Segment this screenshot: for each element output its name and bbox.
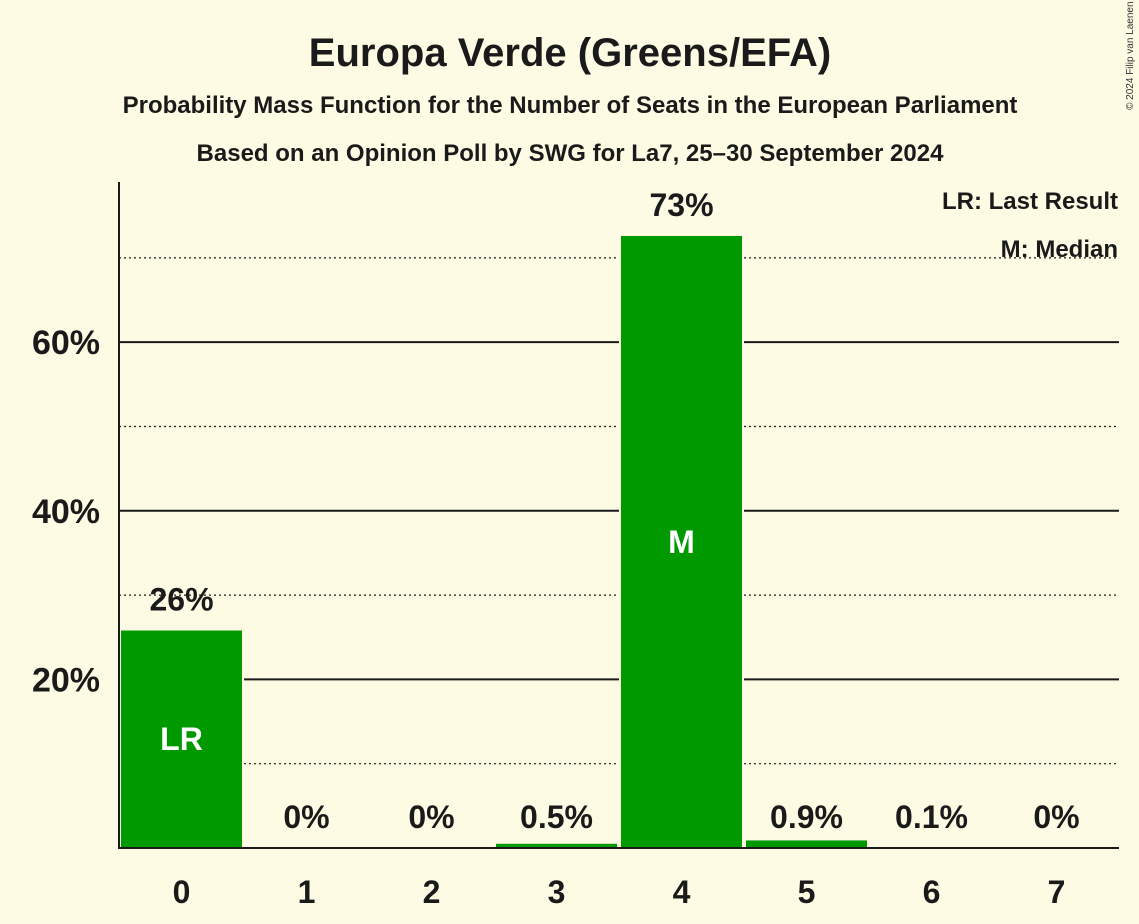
bar-seats-0 — [121, 630, 242, 848]
value-label-3: 0.5% — [520, 799, 593, 835]
y-tick-20: 20% — [32, 661, 100, 699]
value-label-7: 0% — [1033, 799, 1079, 835]
value-label-5: 0.9% — [770, 799, 843, 835]
chart-subtitle: Probability Mass Function for the Number… — [123, 92, 1018, 119]
value-label-1: 0% — [283, 799, 329, 835]
chart-source: Based on an Opinion Poll by SWG for La7,… — [197, 140, 945, 167]
copyright-notice: © 2024 Filip van Laenen — [1125, 1, 1136, 110]
y-tick-60: 60% — [32, 324, 100, 362]
x-tick-3: 3 — [548, 874, 566, 910]
legend-last-result: LR: Last Result — [942, 188, 1118, 215]
bar-gap — [869, 845, 994, 848]
x-tick-1: 1 — [298, 874, 316, 910]
x-tick-0: 0 — [173, 874, 191, 910]
y-tick-40: 40% — [32, 493, 100, 531]
x-tick-6: 6 — [923, 874, 941, 910]
chart-title: Europa Verde (Greens/EFA) — [309, 31, 831, 75]
x-tick-4: 4 — [673, 874, 691, 910]
x-tick-labels: 0 1 2 3 4 5 6 7 — [173, 874, 1066, 910]
bars — [119, 233, 994, 848]
y-tick-labels: 20% 40% 60% — [32, 324, 100, 699]
value-label-4: 73% — [649, 187, 713, 223]
bar-seats-3 — [496, 843, 617, 848]
value-label-0: 26% — [149, 581, 213, 617]
bar-marker-m: M — [668, 524, 695, 560]
x-tick-7: 7 — [1048, 874, 1066, 910]
bar-labels: 26% LR 0% 0% 0.5% 73% M 0.9% 0.1% 0% — [149, 187, 1079, 835]
bar-seats-4 — [621, 235, 742, 848]
value-label-2: 0% — [408, 799, 454, 835]
x-tick-2: 2 — [423, 874, 441, 910]
bar-seats-5 — [746, 840, 867, 848]
x-tick-5: 5 — [798, 874, 816, 910]
legend-median: M: Median — [1001, 236, 1118, 263]
bar-marker-lr: LR — [160, 721, 203, 757]
value-label-6: 0.1% — [895, 799, 968, 835]
